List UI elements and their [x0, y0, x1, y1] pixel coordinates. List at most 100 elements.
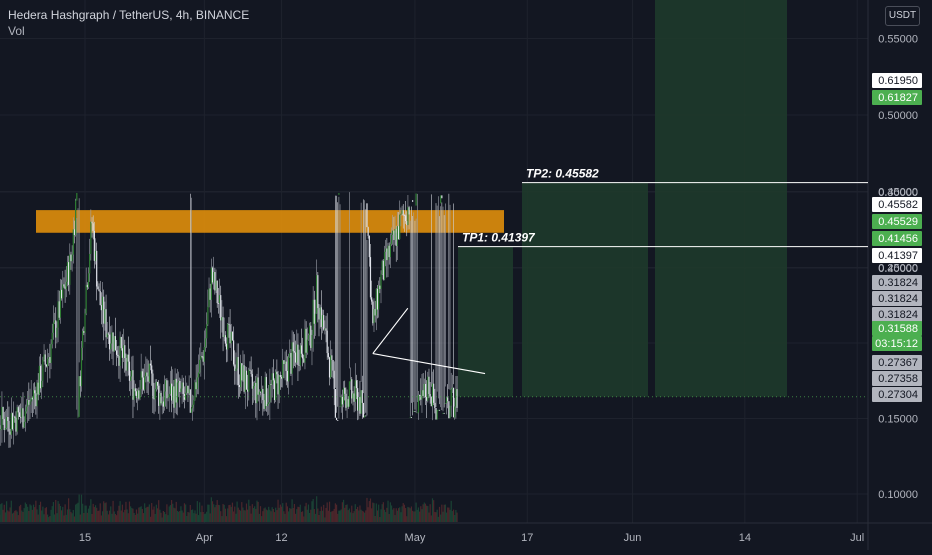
volume-bar [162, 517, 163, 522]
volume-bar [189, 512, 190, 522]
candle-body [141, 371, 142, 389]
candle-body [244, 365, 245, 392]
target-zone-1 [458, 247, 513, 397]
x-tick-label: May [405, 532, 426, 544]
candle-body [349, 381, 350, 406]
volume-bar [14, 511, 15, 522]
candle-body [138, 390, 139, 398]
volume-bar [251, 514, 252, 522]
volume-bar [423, 504, 424, 522]
candle-body [46, 365, 47, 367]
candle-body [440, 195, 441, 203]
volume-bar [197, 501, 198, 522]
volume-bar [310, 510, 311, 522]
volume-bar [45, 508, 46, 522]
volume-bar [144, 503, 145, 522]
volume-bar [255, 509, 256, 522]
volume-bar [284, 514, 285, 522]
volume-bar [12, 513, 13, 522]
candle-body [130, 376, 131, 380]
candle-body [376, 289, 377, 316]
volume-bar [420, 506, 421, 522]
volume-bar [286, 503, 287, 522]
volume-bar [411, 506, 412, 522]
volume-bar [165, 514, 166, 522]
volume-bar [128, 513, 129, 522]
volume-bar [430, 504, 431, 522]
candle-body [280, 375, 281, 377]
volume-bar [173, 508, 174, 522]
candle-body [73, 229, 74, 254]
volume-bar [56, 513, 57, 522]
volume-bar [280, 505, 281, 522]
candle-body [400, 214, 401, 215]
volume-bar [34, 507, 35, 522]
volume-bar [434, 512, 435, 522]
volume-bar [11, 501, 12, 522]
candle-body [408, 207, 409, 214]
candle-body [384, 252, 385, 280]
candle-body [211, 268, 212, 300]
candle-body [246, 371, 247, 390]
volume-bar [22, 512, 23, 522]
volume-bar [328, 511, 329, 522]
candle-body [242, 365, 243, 380]
candle-body [390, 244, 391, 257]
volume-bar [315, 514, 316, 522]
volume-bar [456, 513, 457, 522]
volume-bar [268, 507, 269, 522]
candle-body [354, 393, 355, 401]
volume-bar [217, 500, 218, 522]
volume-bar [159, 510, 160, 522]
candle-body [281, 377, 282, 379]
candle-body [60, 290, 61, 318]
x-tick-label: 14 [739, 532, 751, 544]
volume-bar [451, 501, 452, 522]
volume-bar [416, 503, 417, 522]
candle-body [89, 254, 90, 273]
candle-body [313, 300, 314, 335]
candle-body [369, 236, 370, 257]
candle-body [5, 428, 6, 430]
candle-body [308, 335, 309, 340]
volume-bar [184, 503, 185, 522]
candle-body [286, 362, 287, 371]
volume-bar [50, 510, 51, 522]
volume-bar [269, 510, 270, 522]
candle-body [135, 388, 136, 391]
volume-bar [213, 504, 214, 522]
candle-body [56, 328, 57, 338]
candle-body [398, 226, 399, 239]
volume-bar [332, 511, 333, 522]
candle-body [20, 417, 21, 418]
volume-bar [389, 514, 390, 522]
volume-bar [136, 509, 137, 522]
volume-bar [346, 504, 347, 522]
candle-body [314, 300, 315, 324]
volume-bar [234, 507, 235, 522]
volume-bar [76, 504, 77, 522]
candle-body [350, 379, 351, 381]
volume-bar [115, 514, 116, 522]
volume-bar [150, 517, 151, 522]
price-label-text: 0.41456 [878, 233, 918, 245]
volume-bar [17, 512, 18, 522]
candle-body [328, 353, 329, 357]
volume-bar [414, 511, 415, 522]
volume-bar [43, 514, 44, 522]
currency-button[interactable]: USDT [885, 6, 920, 26]
candle-body [259, 392, 260, 395]
candle-body [406, 221, 407, 225]
candle-body [392, 231, 393, 235]
volume-bar [427, 506, 428, 522]
candle-body [49, 357, 50, 363]
volume-bar [219, 505, 220, 522]
candle-body [387, 246, 388, 260]
candle-body [426, 397, 427, 401]
volume-bar [444, 505, 445, 522]
candle-body [94, 231, 95, 261]
candle-body [38, 383, 39, 395]
candle-body [39, 366, 40, 395]
